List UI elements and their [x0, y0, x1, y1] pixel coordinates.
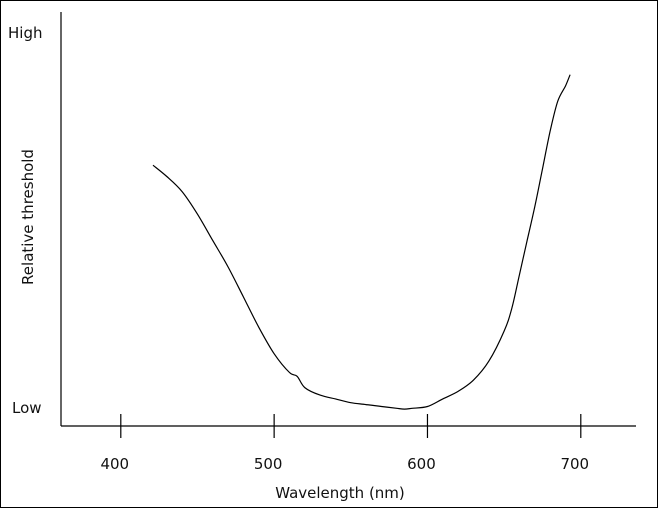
- x-tick-label-600: 600: [407, 455, 436, 473]
- threshold-curve: [152, 74, 571, 410]
- x-ticks: [120, 414, 582, 438]
- x-axis-label: Wavelength (nm): [275, 484, 405, 502]
- y-high-label: High: [8, 24, 42, 42]
- x-tick-labels: 400 500 600 700: [100, 455, 589, 473]
- x-tick-label-500: 500: [254, 455, 283, 473]
- y-axis-label: Relative threshold: [19, 149, 37, 285]
- y-low-label: Low: [12, 399, 42, 417]
- axes: [60, 12, 636, 427]
- x-tick-label-400: 400: [100, 455, 129, 473]
- x-tick-label-700: 700: [560, 455, 589, 473]
